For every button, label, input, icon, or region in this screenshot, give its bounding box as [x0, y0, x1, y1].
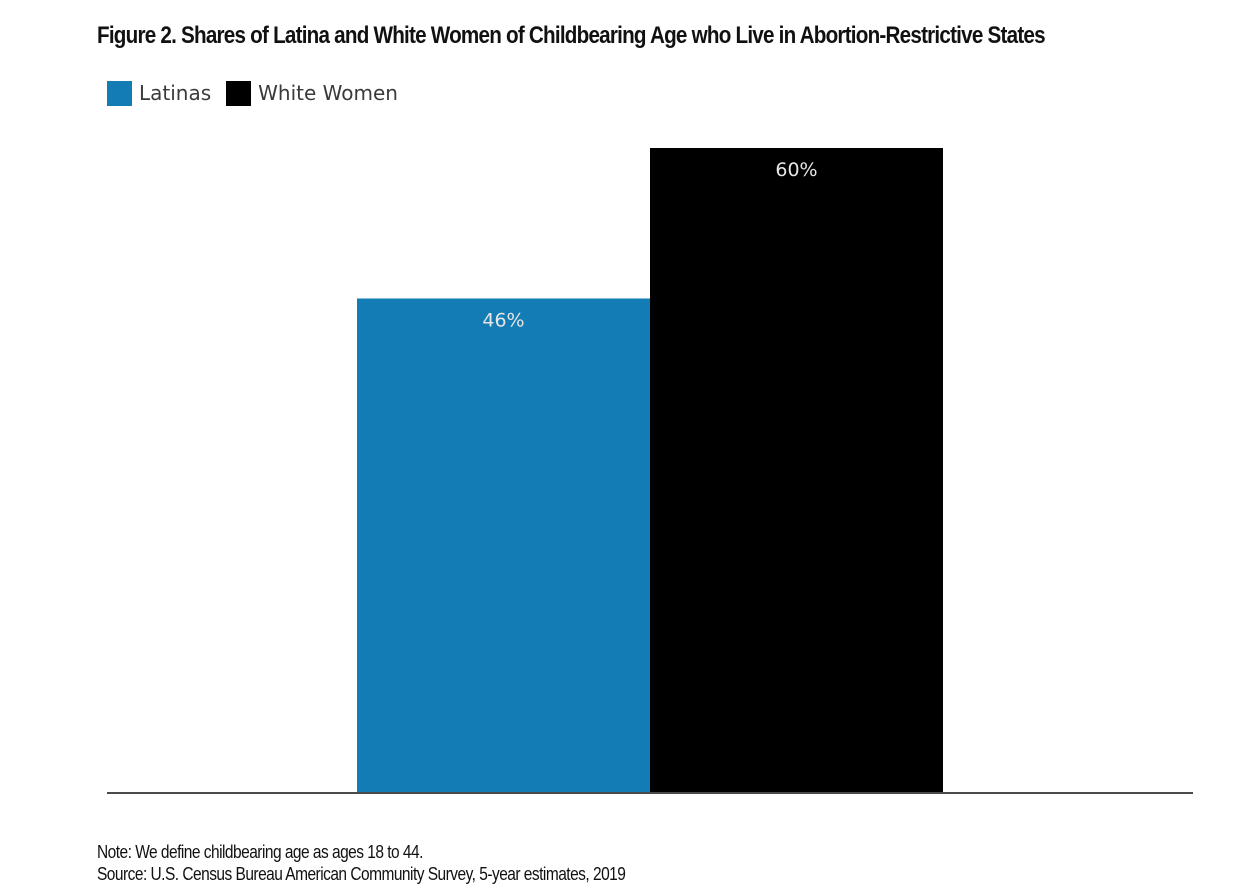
source-text: Source: U.S. Census Bureau American Comm…: [97, 864, 626, 884]
data-label-latinas: 46%: [482, 310, 524, 332]
legend-label-latinas: Latinas: [139, 81, 212, 105]
bars-group: 46% 60%: [357, 148, 943, 793]
legend-swatch-white-women: [226, 80, 252, 106]
legend-label-white-women: White Women: [258, 81, 398, 105]
data-label-white-women: 60%: [775, 159, 817, 181]
chart-legend: Latinas White Women: [107, 80, 413, 106]
note-text: Note: We define childbearing age as ages…: [97, 842, 423, 862]
legend-swatch-latinas: [107, 80, 132, 106]
chart-title: Figure 2. Shares of Latina and White Wom…: [97, 22, 1046, 49]
legend-item-latinas: Latinas: [107, 80, 212, 106]
bar-latinas: [357, 298, 650, 793]
footnote: Note: We define childbearing age as ages…: [97, 841, 626, 885]
legend-item-white-women: White Women: [226, 80, 398, 106]
bar-white-women: [650, 148, 943, 793]
